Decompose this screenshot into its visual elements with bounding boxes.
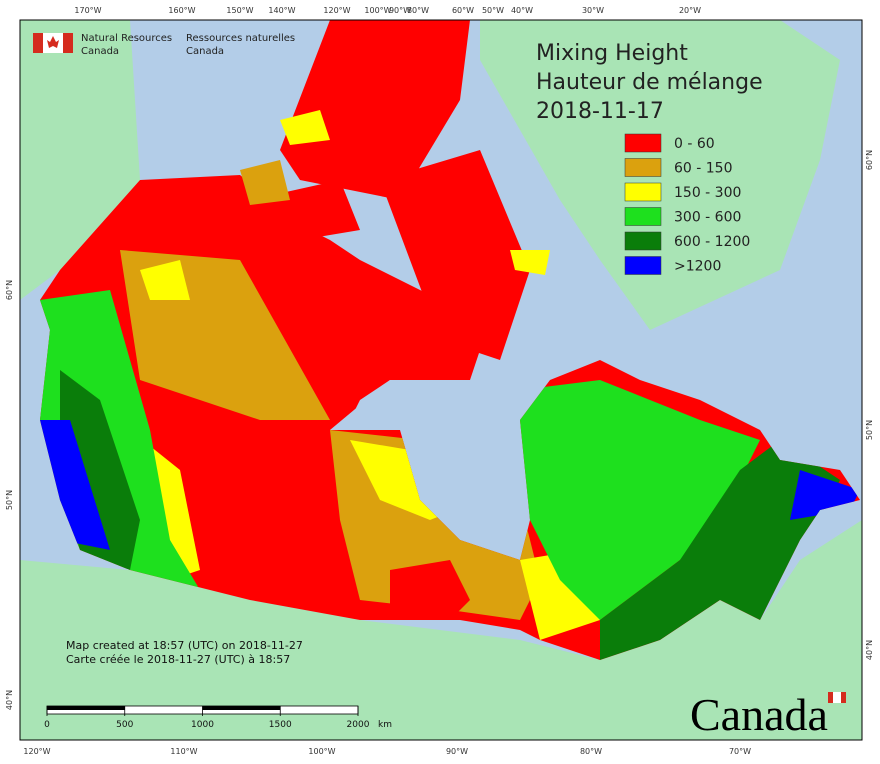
text-layer: Natural Resources Canada Ressources nature… bbox=[5, 6, 874, 756]
legend-label: >1200 bbox=[674, 259, 721, 275]
scale-label: 0 bbox=[44, 720, 50, 730]
scale-label: 500 bbox=[116, 720, 133, 730]
wordmark: Canada bbox=[690, 689, 828, 740]
map-title: 2018-11-17 bbox=[536, 99, 664, 124]
graticule-label: 160°W bbox=[168, 6, 195, 15]
graticule-label: 60°N bbox=[5, 280, 14, 300]
graticule-label: 60°W bbox=[452, 6, 474, 15]
graticule-label: 50°N bbox=[5, 490, 14, 510]
map-note: Carte créée le 2018-11-27 (UTC) à 18:57 bbox=[66, 653, 290, 666]
graticule-label: 80°W bbox=[407, 6, 429, 15]
arctic-islands bbox=[240, 20, 550, 360]
scale-label: 2000 bbox=[347, 720, 370, 730]
legend-label: 150 - 300 bbox=[674, 185, 741, 201]
graticule-label: 150°W bbox=[226, 6, 253, 15]
org-name: Canada bbox=[81, 46, 119, 57]
scale-label: 1000 bbox=[191, 720, 214, 730]
island bbox=[510, 250, 550, 275]
alaska bbox=[20, 20, 140, 300]
graticule-label: 30°W bbox=[582, 6, 604, 15]
graticule-label: 70°W bbox=[729, 747, 751, 756]
hudson-bay bbox=[330, 380, 470, 430]
graticule-label: 90°W bbox=[389, 6, 411, 15]
map-body bbox=[20, 20, 862, 740]
legend-swatch bbox=[624, 182, 662, 202]
graticule-label: 50°N bbox=[865, 420, 874, 440]
graticule-label: 40°N bbox=[5, 690, 14, 710]
map-note: Map created at 18:57 (UTC) on 2018-11-27 bbox=[66, 639, 303, 652]
org-name: Canada bbox=[186, 46, 224, 57]
legend-swatch bbox=[624, 256, 662, 275]
scale-label: 1500 bbox=[269, 720, 292, 730]
graticule-label: 100°W bbox=[364, 6, 391, 15]
zone bbox=[600, 440, 840, 660]
graticule-label: 40°N bbox=[865, 640, 874, 660]
island bbox=[280, 110, 330, 145]
graticule-label: 20°W bbox=[679, 6, 701, 15]
united-states bbox=[20, 520, 862, 740]
scale-unit: km bbox=[378, 720, 392, 730]
legend-swatch bbox=[624, 231, 662, 251]
logo-flag bbox=[33, 33, 73, 53]
graticule-label: 120°W bbox=[23, 747, 50, 756]
map-title: Hauteur de mélange bbox=[536, 70, 763, 95]
legend-label: 0 - 60 bbox=[674, 136, 715, 152]
island bbox=[380, 150, 530, 360]
graticule-label: 140°W bbox=[268, 6, 295, 15]
graticule-label: 50°W bbox=[482, 6, 504, 15]
graticule-label: 110°W bbox=[170, 747, 197, 756]
zone bbox=[140, 260, 190, 300]
legend-swatch bbox=[624, 207, 662, 226]
wordmark-flag bbox=[833, 692, 841, 703]
map-frame bbox=[19, 19, 863, 741]
scale-segment bbox=[202, 706, 281, 710]
legend-label: 300 - 600 bbox=[674, 210, 741, 226]
graticule-label: 40°W bbox=[511, 6, 533, 15]
graticule-label: 80°W bbox=[580, 747, 602, 756]
zone bbox=[390, 560, 470, 640]
org-name: Ressources naturelles bbox=[186, 33, 295, 44]
org-name: Natural Resources bbox=[81, 33, 172, 44]
legend-swatch bbox=[624, 158, 662, 177]
legend-swatch bbox=[624, 133, 662, 153]
island bbox=[280, 20, 470, 200]
zone bbox=[520, 380, 760, 620]
legend-label: 600 - 1200 bbox=[674, 234, 750, 250]
island bbox=[240, 160, 290, 205]
graticule-label: 90°W bbox=[446, 747, 468, 756]
graticule-label: 120°W bbox=[323, 6, 350, 15]
canada-mainland bbox=[40, 175, 860, 660]
graticule-label: 60°N bbox=[865, 150, 874, 170]
legend-label: 60 - 150 bbox=[674, 161, 733, 177]
graticule-label: 100°W bbox=[308, 747, 335, 756]
map-title: Mixing Height bbox=[536, 41, 688, 66]
scale-segment bbox=[47, 706, 125, 710]
graticule-label: 170°W bbox=[74, 6, 101, 15]
